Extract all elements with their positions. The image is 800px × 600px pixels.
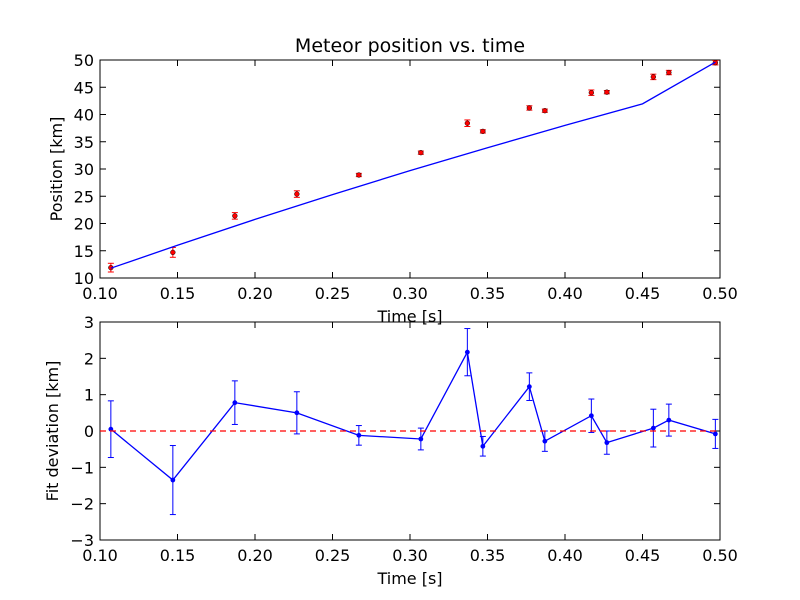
y-tick-label: 25 xyxy=(74,187,94,206)
x-axis-label: Time [s] xyxy=(376,307,442,326)
data-point xyxy=(294,410,300,416)
y-axis-label: Position [km] xyxy=(47,117,66,222)
y-tick-label: −3 xyxy=(70,531,94,550)
y-tick-label: −2 xyxy=(70,495,94,514)
x-tick-label: 0.25 xyxy=(315,284,351,303)
x-tick-label: 0.40 xyxy=(547,546,583,565)
axis-ticks: 0.10 0.15 0.20 0.25 0.30 0.35 0.40 0.45 0.50 10 15… xyxy=(74,51,738,303)
axis-ticks: 0.10 0.15 0.20 0.25 0.30 0.35 0.40 0.45 0.50 −3 −2… xyxy=(70,313,737,565)
data-point xyxy=(650,74,656,80)
data-point xyxy=(356,172,362,178)
x-tick-label: 0.30 xyxy=(392,546,428,565)
data-point xyxy=(588,90,594,96)
data-point xyxy=(542,438,548,444)
data-point xyxy=(232,213,238,219)
x-tick-label: 0.45 xyxy=(625,284,661,303)
data-point xyxy=(542,108,548,114)
y-tick-label: 1 xyxy=(84,386,94,405)
y-tick-label: 20 xyxy=(74,215,94,234)
data-point xyxy=(480,128,486,135)
data-marks xyxy=(107,60,719,273)
x-tick-label: 0.20 xyxy=(237,284,273,303)
x-tick-label: 0.15 xyxy=(160,284,196,303)
x-tick-label: 0.35 xyxy=(470,284,506,303)
data-marks xyxy=(100,328,720,516)
y-tick-label: 35 xyxy=(74,133,94,152)
data-point xyxy=(294,191,300,197)
data-point xyxy=(108,426,114,432)
fit-deviation-chart: 0.10 0.15 0.20 0.25 0.30 0.35 0.40 0.45 0.50 −3 −2… xyxy=(43,313,738,588)
data-point xyxy=(526,384,532,390)
x-tick-label: 0.45 xyxy=(625,546,661,565)
x-tick-label: 0.10 xyxy=(82,284,118,303)
y-tick-label: 50 xyxy=(74,51,94,70)
x-tick-label: 0.30 xyxy=(392,284,428,303)
data-point xyxy=(712,431,718,437)
data-point xyxy=(170,477,176,483)
data-point xyxy=(418,436,424,442)
y-tick-label: 15 xyxy=(74,242,94,261)
y-axis-label: Fit deviation [km] xyxy=(43,361,62,502)
x-tick-label: 0.35 xyxy=(470,546,506,565)
data-point xyxy=(650,425,656,431)
data-point xyxy=(588,413,594,419)
x-axis-label: Time [s] xyxy=(376,569,442,588)
data-point xyxy=(480,443,486,449)
y-tick-label: 2 xyxy=(84,349,94,368)
y-tick-label: 10 xyxy=(74,269,94,288)
y-tick-label: −1 xyxy=(70,458,94,477)
data-point xyxy=(356,432,362,438)
x-tick-label: 0.50 xyxy=(702,546,738,565)
data-point xyxy=(604,89,610,95)
data-point xyxy=(464,120,471,126)
data-point xyxy=(666,417,672,423)
data-point xyxy=(526,105,532,111)
x-tick-label: 0.15 xyxy=(160,546,196,565)
data-point xyxy=(418,150,424,156)
y-tick-label: 40 xyxy=(74,106,94,125)
position-chart: Meteor position vs. time 0.10 0.15 0.20 0.2… xyxy=(47,35,738,326)
data-point xyxy=(464,349,470,355)
y-tick-label: 30 xyxy=(74,160,94,179)
data-point xyxy=(170,249,176,256)
y-tick-label: 45 xyxy=(74,78,94,97)
data-point xyxy=(232,400,238,406)
data-point xyxy=(604,440,610,446)
y-tick-label: 0 xyxy=(84,422,94,441)
x-tick-label: 0.50 xyxy=(702,284,738,303)
data-point xyxy=(666,69,672,76)
x-tick-label: 0.10 xyxy=(82,546,118,565)
chart-title: Meteor position vs. time xyxy=(295,35,525,57)
x-tick-label: 0.40 xyxy=(547,284,583,303)
fit-line xyxy=(110,61,716,269)
y-tick-label: 3 xyxy=(84,313,94,332)
x-tick-label: 0.20 xyxy=(237,546,273,565)
x-tick-label: 0.25 xyxy=(315,546,351,565)
